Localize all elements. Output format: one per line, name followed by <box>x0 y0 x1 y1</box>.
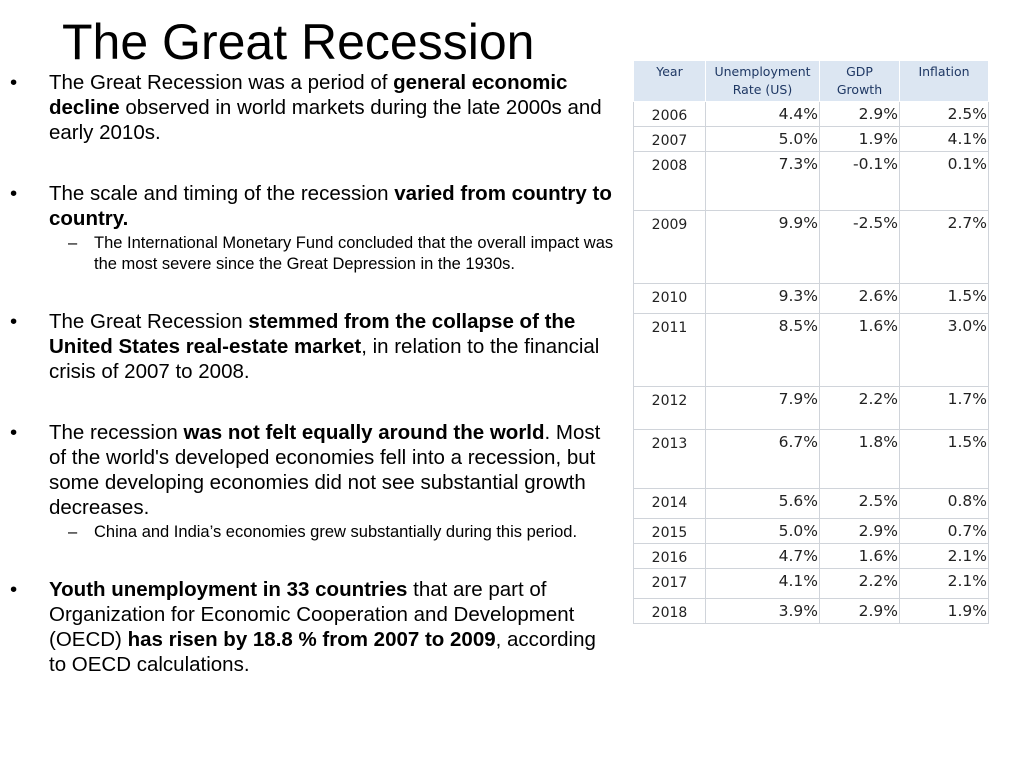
bullet-text: The Great Recession was a period of gene… <box>49 71 602 144</box>
bullet-dot-icon: • <box>10 421 18 444</box>
cell-inflation: 0.1% <box>899 151 989 211</box>
cell-unemployment: 4.4% <box>705 101 820 127</box>
bullet-text: The Great Recession stemmed from the col… <box>49 310 600 383</box>
economic-data-table: Year Unemployment Rate (US) GDP Growth Inf… <box>633 60 989 624</box>
cell-gdp-growth: -0.1% <box>819 151 900 211</box>
cell-year: 2009 <box>633 210 706 284</box>
cell-unemployment: 5.0% <box>705 126 820 152</box>
cell-inflation: 1.5% <box>899 283 989 314</box>
cell-gdp-growth: 2.9% <box>819 101 900 127</box>
cell-year: 2008 <box>633 151 706 211</box>
cell-inflation: 0.7% <box>899 518 989 544</box>
cell-gdp-growth: 2.9% <box>819 518 900 544</box>
cell-gdp-growth: 2.2% <box>819 386 900 430</box>
cell-unemployment: 5.6% <box>705 488 820 519</box>
bullet-dot-icon: • <box>10 310 18 333</box>
table-row: 2010 9.3% 2.6% 1.5% <box>633 283 989 314</box>
cell-gdp-growth: 2.6% <box>819 283 900 314</box>
bullet-text: The recession was not felt equally aroun… <box>49 421 601 519</box>
header-gdp-growth: GDP Growth <box>819 60 900 102</box>
bullet-dot-icon: • <box>10 578 18 601</box>
sub-bullet-text: China and India’s economies grew substan… <box>94 523 578 541</box>
bullet-text: The scale and timing of the recession va… <box>49 182 612 230</box>
cell-gdp-growth: 1.9% <box>819 126 900 152</box>
table-row: 2011 8.5% 1.6% 3.0% <box>633 313 989 387</box>
cell-gdp-growth: 1.6% <box>819 543 900 569</box>
table-row: 2014 5.6% 2.5% 0.8% <box>633 488 989 519</box>
cell-gdp-growth: 1.6% <box>819 313 900 387</box>
cell-year: 2014 <box>633 488 706 519</box>
bullet-text: Youth unemployment in 33 countries that … <box>49 578 596 676</box>
cell-year: 2010 <box>633 283 706 314</box>
cell-inflation: 1.9% <box>899 598 989 624</box>
table-row: 2016 4.7% 1.6% 2.1% <box>633 543 989 569</box>
cell-unemployment: 5.0% <box>705 518 820 544</box>
cell-gdp-growth: -2.5% <box>819 210 900 284</box>
bullet-list: • The Great Recession was a period of ge… <box>8 70 618 677</box>
header-inflation: Inflation <box>899 60 989 102</box>
cell-gdp-growth: 2.5% <box>819 488 900 519</box>
bullet-dot-icon: • <box>10 71 18 94</box>
table-row: 2018 3.9% 2.9% 1.9% <box>633 598 989 624</box>
cell-unemployment: 4.7% <box>705 543 820 569</box>
bullet-dot-icon: • <box>10 182 18 205</box>
cell-inflation: 2.5% <box>899 101 989 127</box>
cell-inflation: 4.1% <box>899 126 989 152</box>
sub-bullet-text: The International Monetary Fund conclude… <box>94 234 614 273</box>
cell-year: 2017 <box>633 568 706 599</box>
bullet-item: • The Great Recession was a period of ge… <box>8 70 618 145</box>
cell-inflation: 2.1% <box>899 543 989 569</box>
cell-year: 2018 <box>633 598 706 624</box>
bullet-item: • Youth unemployment in 33 countries tha… <box>8 577 618 677</box>
sub-bullet-item: – China and India’s economies grew subst… <box>8 522 618 543</box>
cell-gdp-growth: 1.8% <box>819 429 900 489</box>
table-row: 2008 7.3% -0.1% 0.1% <box>633 151 989 211</box>
cell-gdp-growth: 2.2% <box>819 568 900 599</box>
table-row: 2007 5.0% 1.9% 4.1% <box>633 126 989 152</box>
cell-year: 2011 <box>633 313 706 387</box>
header-year: Year <box>633 60 706 102</box>
table-row: 2017 4.1% 2.2% 2.1% <box>633 568 989 599</box>
cell-unemployment: 3.9% <box>705 598 820 624</box>
bullet-item: • The Great Recession stemmed from the c… <box>8 309 618 384</box>
slide-title: The Great Recession <box>62 14 535 70</box>
table-row: 2012 7.9% 2.2% 1.7% <box>633 386 989 430</box>
dash-icon: – <box>68 523 78 541</box>
table-row: 2013 6.7% 1.8% 1.5% <box>633 429 989 489</box>
cell-inflation: 1.7% <box>899 386 989 430</box>
bullet-item: • The scale and timing of the recession … <box>8 181 618 231</box>
cell-unemployment: 7.3% <box>705 151 820 211</box>
sub-bullet-item: – The International Monetary Fund conclu… <box>8 233 618 275</box>
cell-unemployment: 9.3% <box>705 283 820 314</box>
table-row: 2009 9.9% -2.5% 2.7% <box>633 210 989 284</box>
table-header-row: Year Unemployment Rate (US) GDP Growth Inf… <box>633 60 989 102</box>
cell-unemployment: 4.1% <box>705 568 820 599</box>
cell-unemployment: 6.7% <box>705 429 820 489</box>
dash-icon: – <box>68 234 78 252</box>
cell-year: 2012 <box>633 386 706 430</box>
cell-inflation: 0.8% <box>899 488 989 519</box>
cell-inflation: 2.7% <box>899 210 989 284</box>
header-unemployment: Unemployment Rate (US) <box>705 60 820 102</box>
table-row: 2015 5.0% 2.9% 0.7% <box>633 518 989 544</box>
cell-year: 2013 <box>633 429 706 489</box>
table-row: 2006 4.4% 2.9% 2.5% <box>633 101 989 127</box>
cell-unemployment: 8.5% <box>705 313 820 387</box>
cell-year: 2015 <box>633 518 706 544</box>
cell-inflation: 3.0% <box>899 313 989 387</box>
cell-unemployment: 9.9% <box>705 210 820 284</box>
cell-year: 2016 <box>633 543 706 569</box>
bullet-item: • The recession was not felt equally aro… <box>8 420 618 520</box>
cell-year: 2007 <box>633 126 706 152</box>
cell-inflation: 2.1% <box>899 568 989 599</box>
cell-inflation: 1.5% <box>899 429 989 489</box>
cell-year: 2006 <box>633 101 706 127</box>
cell-unemployment: 7.9% <box>705 386 820 430</box>
cell-gdp-growth: 2.9% <box>819 598 900 624</box>
